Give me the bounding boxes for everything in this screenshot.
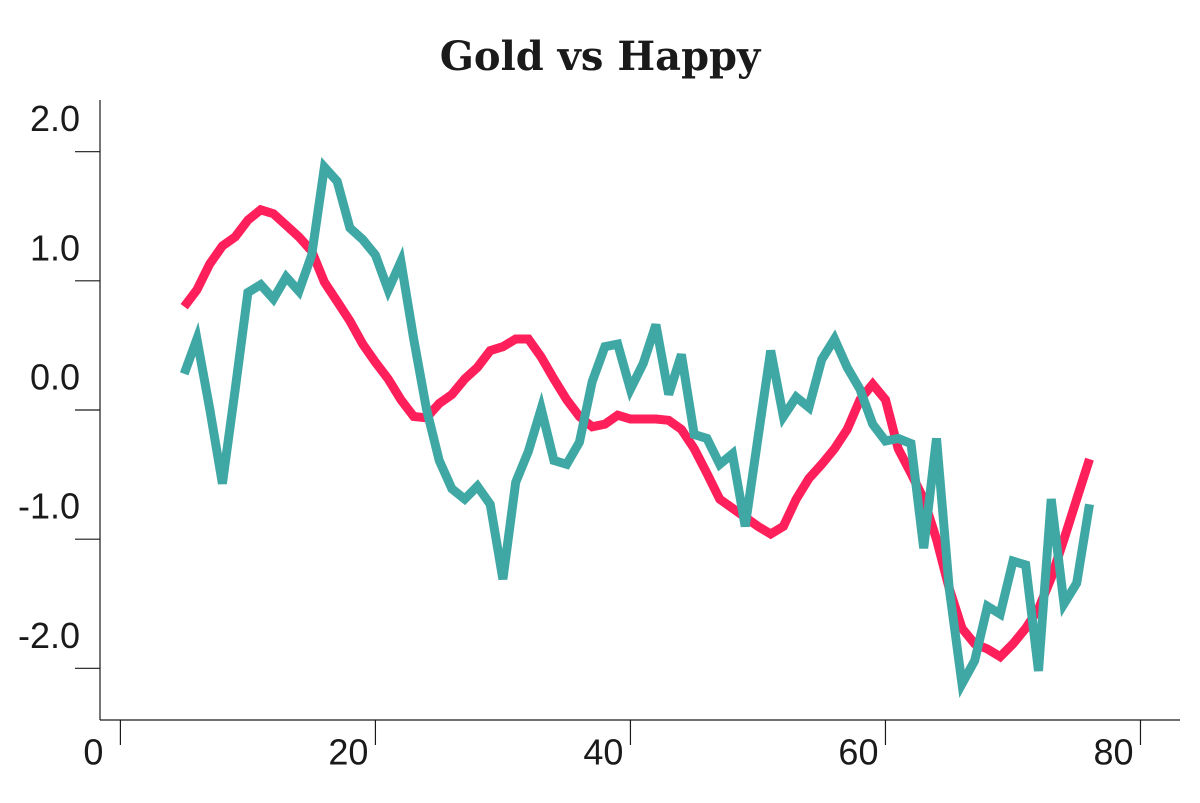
- y-tick-label: -1.0: [18, 486, 80, 527]
- y-tick-label: 0.0: [30, 357, 80, 398]
- x-tick-label: 20: [328, 732, 368, 773]
- data-line: [179, 157, 1094, 698]
- y-tick-label: 1.0: [30, 227, 80, 268]
- x-tick-label: 40: [583, 732, 623, 773]
- y-tick-label: 2.0: [30, 98, 80, 139]
- x-tick-label: 0: [83, 732, 103, 773]
- x-tick-label: 80: [1093, 732, 1133, 773]
- chart-title: Gold vs Happy: [440, 33, 762, 80]
- x-tick-label: 60: [838, 732, 878, 773]
- data-line: [180, 204, 1094, 663]
- y-tick-label: -2.0: [18, 615, 80, 656]
